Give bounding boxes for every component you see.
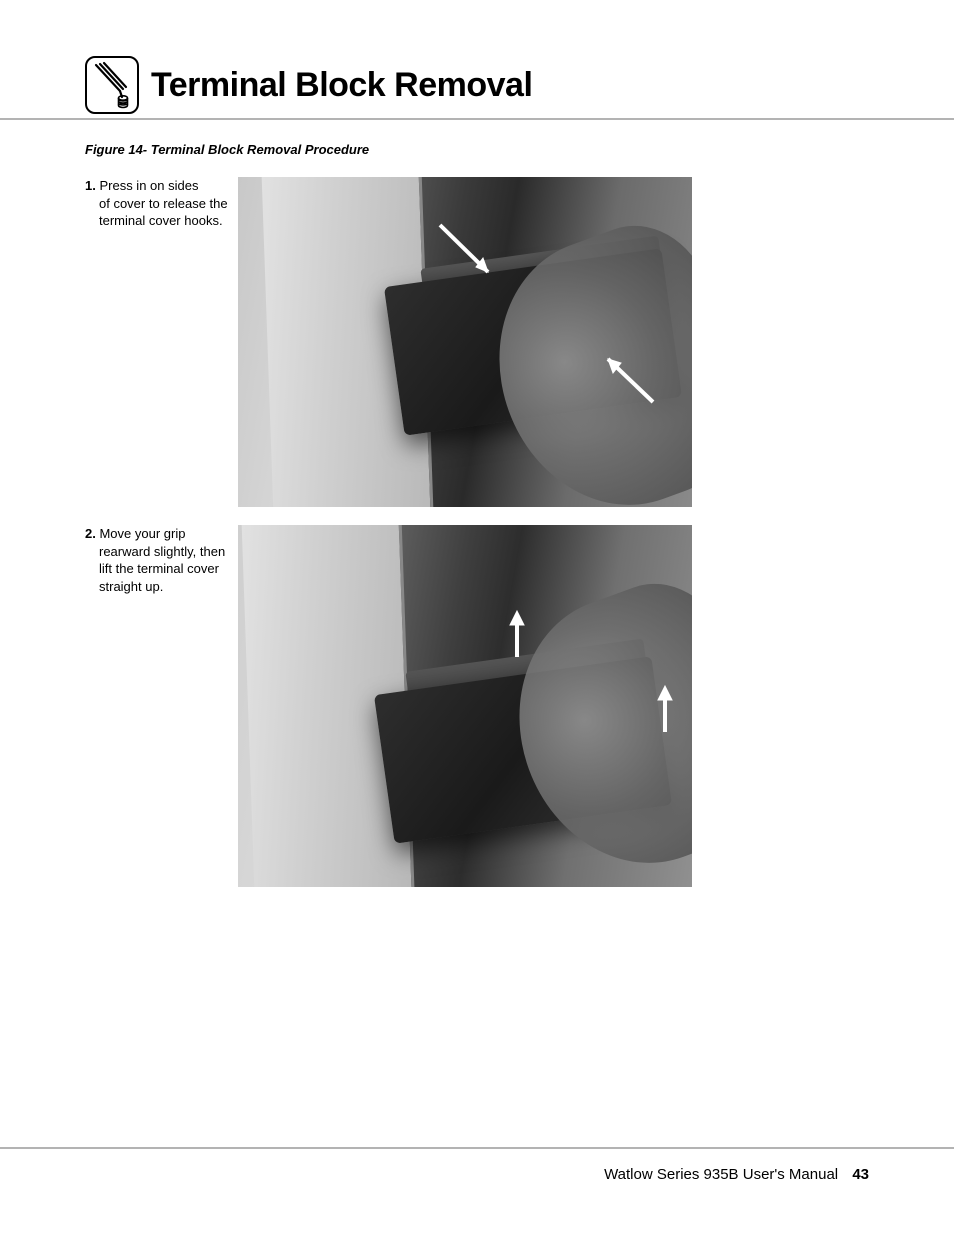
figure-caption: Figure 14- Terminal Block Removal Proced… <box>85 142 869 157</box>
header: Terminal Block Removal <box>85 56 869 114</box>
step-2-photo <box>238 525 692 887</box>
step-1-first: Press in on sides <box>99 178 198 193</box>
step-2: 2. Move your grip rearward slightly, the… <box>85 525 869 887</box>
step-1-photo <box>238 177 692 507</box>
footer: Watlow Series 935B User's Manual 43 <box>604 1166 869 1183</box>
page-content: Terminal Block Removal Figure 14- Termin… <box>0 0 954 887</box>
step-1: 1. Press in on sides of cover to release… <box>85 177 869 507</box>
step-1-rest: of cover to release the terminal cover h… <box>99 195 230 230</box>
step-1-num: 1. <box>85 178 96 193</box>
step-1-text: 1. Press in on sides of cover to release… <box>85 177 230 507</box>
page-title: Terminal Block Removal <box>151 66 532 105</box>
arrow-up-right-icon <box>593 347 673 417</box>
step-2-num: 2. <box>85 526 96 541</box>
step-2-rest: rearward slightly, then lift the termina… <box>99 543 230 596</box>
wiring-icon <box>85 56 139 114</box>
footer-rule <box>0 1147 954 1149</box>
title-rule <box>0 118 954 120</box>
footer-text: Watlow Series 935B User's Manual <box>604 1166 838 1183</box>
step-2-first: Move your grip <box>99 526 185 541</box>
arrow-up-right-icon <box>650 680 680 740</box>
arrow-down-left-icon <box>428 217 508 287</box>
step-2-text: 2. Move your grip rearward slightly, the… <box>85 525 230 887</box>
arrow-up-left-icon <box>502 605 532 665</box>
page-number: 43 <box>852 1166 869 1183</box>
